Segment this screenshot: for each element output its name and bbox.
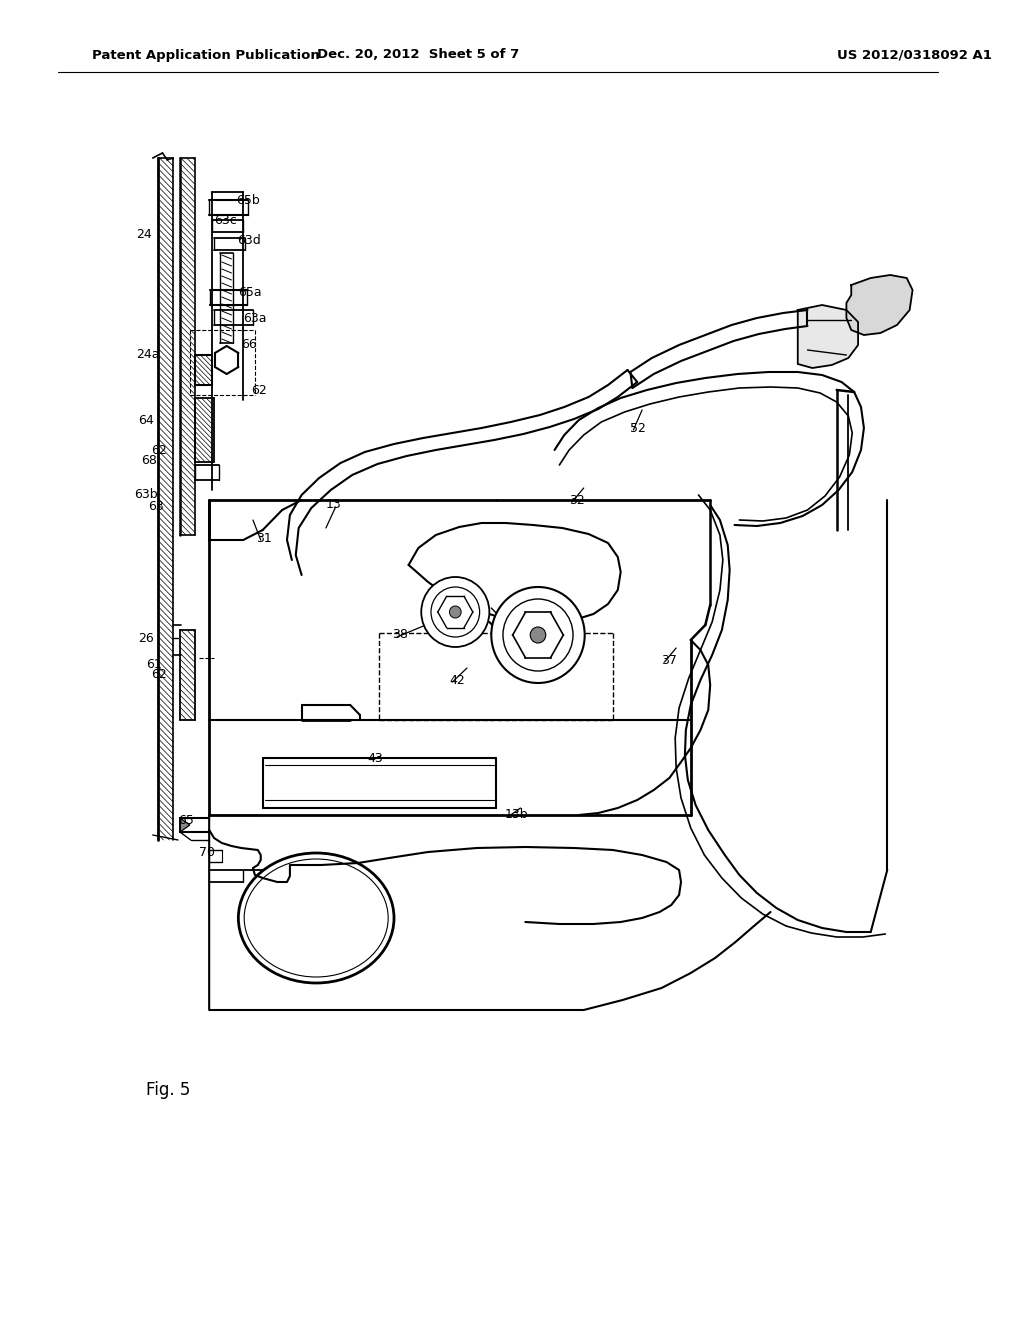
Text: 31: 31: [256, 532, 271, 544]
Text: 63b: 63b: [134, 488, 158, 502]
Text: 24a: 24a: [136, 348, 160, 362]
Text: 62: 62: [251, 384, 267, 396]
Text: 65b: 65b: [237, 194, 260, 206]
Text: 62: 62: [151, 668, 167, 681]
Text: 65: 65: [178, 814, 194, 828]
Text: 63a: 63a: [244, 312, 266, 325]
Text: 33: 33: [529, 661, 545, 675]
Circle shape: [492, 587, 585, 682]
Polygon shape: [180, 818, 189, 832]
Text: 13b: 13b: [505, 808, 528, 821]
Text: 70: 70: [200, 846, 215, 858]
Polygon shape: [798, 305, 858, 368]
Circle shape: [503, 599, 573, 671]
Text: 62: 62: [151, 444, 167, 457]
Text: 63: 63: [147, 499, 164, 512]
Text: 37: 37: [662, 653, 678, 667]
Text: 42: 42: [450, 673, 465, 686]
Text: 38: 38: [392, 628, 408, 642]
Text: 64: 64: [138, 413, 154, 426]
Text: 66: 66: [242, 338, 257, 351]
Text: 63d: 63d: [238, 234, 261, 247]
Text: Patent Application Publication: Patent Application Publication: [92, 49, 321, 62]
Polygon shape: [847, 275, 912, 335]
Text: 24: 24: [136, 228, 152, 242]
Text: 32: 32: [569, 494, 585, 507]
Text: 61: 61: [146, 659, 162, 672]
Text: 65a: 65a: [239, 285, 262, 298]
Text: 13: 13: [326, 499, 342, 511]
Text: 26: 26: [138, 631, 154, 644]
Circle shape: [421, 577, 489, 647]
Circle shape: [530, 627, 546, 643]
Text: Fig. 5: Fig. 5: [146, 1081, 190, 1100]
Text: 43: 43: [368, 751, 384, 764]
Text: US 2012/0318092 A1: US 2012/0318092 A1: [837, 49, 991, 62]
Text: 63c: 63c: [214, 214, 237, 227]
Text: 52: 52: [631, 421, 646, 434]
Text: 68: 68: [141, 454, 157, 466]
Circle shape: [431, 587, 479, 638]
Circle shape: [450, 606, 461, 618]
Text: Dec. 20, 2012  Sheet 5 of 7: Dec. 20, 2012 Sheet 5 of 7: [317, 49, 519, 62]
